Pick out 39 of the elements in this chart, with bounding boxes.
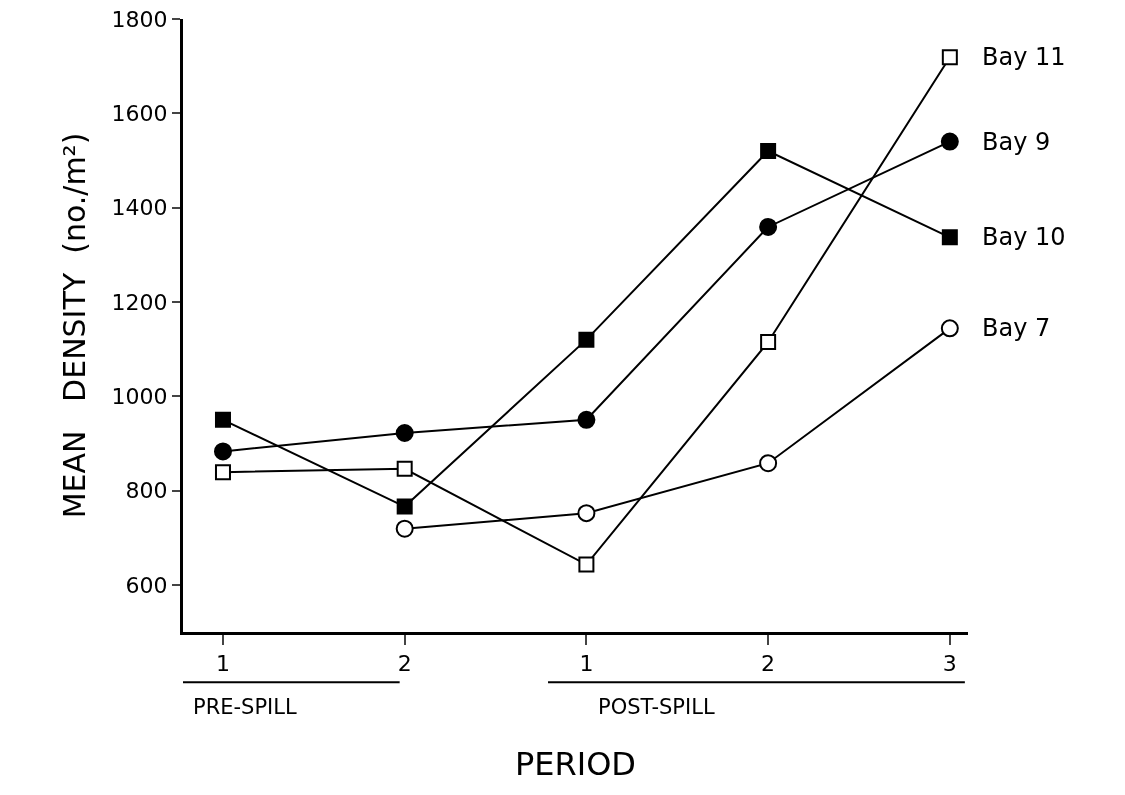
x-tick-label: 1 <box>215 651 230 677</box>
x-tick-label: 2 <box>397 651 412 677</box>
point <box>396 498 413 515</box>
point <box>760 334 777 350</box>
x-tick-label: 1 <box>579 651 594 677</box>
text: POST-SPILL <box>598 695 715 719</box>
y-tick-label: 800 <box>125 478 168 504</box>
series-label: Bay 7 <box>982 314 1051 342</box>
point <box>578 556 595 573</box>
y-tick-label: 1200 <box>111 289 168 315</box>
point <box>577 504 596 523</box>
series-label: Bay 11 <box>982 43 1066 71</box>
point <box>941 49 958 66</box>
point <box>578 331 595 348</box>
point <box>395 424 414 442</box>
series-label: Bay 10 <box>982 223 1066 251</box>
point <box>213 442 232 461</box>
point <box>759 454 778 473</box>
point <box>214 464 231 481</box>
point <box>941 229 958 246</box>
x-tick-label: 3 <box>942 651 957 677</box>
point <box>577 410 596 429</box>
y-tick-label: 1800 <box>111 6 168 32</box>
point <box>395 519 414 538</box>
point <box>940 319 959 338</box>
series-label: Bay 9 <box>982 128 1051 156</box>
y-tick-label: 1400 <box>111 195 168 221</box>
text: PRE-SPILL <box>193 695 297 719</box>
x-axis-title: PERIOD <box>514 745 637 784</box>
y-tick-label: 1600 <box>111 101 168 127</box>
point <box>940 132 959 151</box>
y-axis-title: MEAN DENSITY (no./m²) <box>56 132 92 519</box>
y-tick-label: 1000 <box>111 383 168 409</box>
point <box>396 460 413 477</box>
point <box>760 143 777 160</box>
point <box>759 217 778 236</box>
y-tick-label: 600 <box>125 572 168 598</box>
point <box>214 411 231 428</box>
x-tick-label: 2 <box>761 651 776 677</box>
